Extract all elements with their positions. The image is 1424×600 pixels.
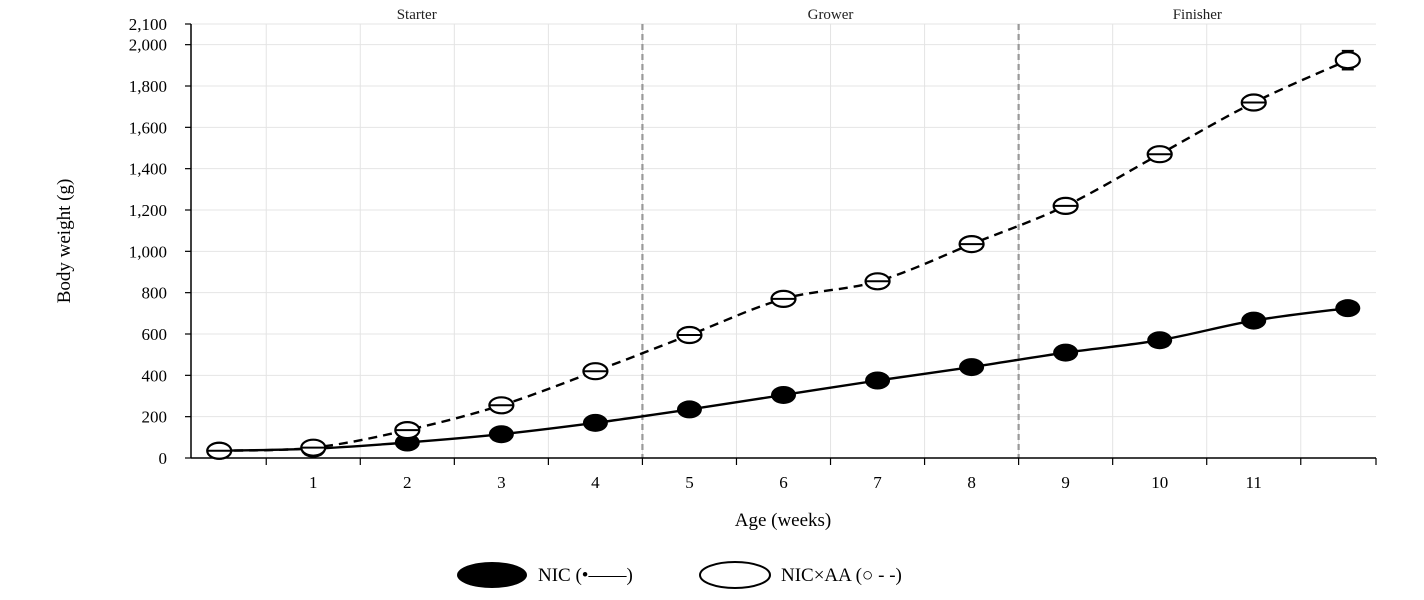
phase-dividers: Starter Grower Finisher [397,7,1222,458]
legend-item-nic-aa: NIC×AA (○ - -) [699,561,902,589]
y-tick-label: 400 [142,366,168,385]
x-tick-label: 3 [497,473,506,492]
series-line [219,306,1348,452]
series [206,49,1361,460]
axes [190,24,1376,459]
data-point [1334,51,1361,70]
series-nic [206,299,1361,460]
phase-label: Grower [808,7,854,23]
y-tick-label: 1,000 [129,242,167,261]
y-ticks: 0 200 400 600 800 1,000 1,200 1,400 1,600 1,800 2,… [129,15,191,468]
grid [191,23,1376,458]
legend-open-circle-icon [699,561,771,589]
data-point [959,358,985,377]
y-tick-label: 1,800 [129,77,167,96]
data-point [1147,331,1173,350]
y-tick-label: 1,600 [129,118,167,137]
legend-label-nic: NIC (•——) [538,565,633,586]
x-tick-label: 4 [591,473,600,492]
x-ticks: 1 2 3 4 5 6 7 8 9 10 11 [265,458,1377,492]
legend-filled-circle-icon [457,562,527,588]
y-axis-title: Body weight (g) [54,179,75,304]
x-tick-label: 10 [1151,473,1168,492]
y-tick-label: 2,100 [129,15,167,34]
legend-item-nic: NIC (•——) [457,562,633,588]
y-tick-label: 2,000 [129,36,167,55]
y-tick-label: 800 [142,284,168,303]
y-tick-label: 200 [142,408,168,427]
data-point [676,400,702,419]
y-tick-label: 600 [142,325,168,344]
y-tick-label: 1,400 [129,160,167,179]
x-tick-label: 2 [403,473,412,492]
x-tick-label: 8 [967,473,976,492]
phase-label: Starter [397,7,437,23]
x-tick-label: 6 [779,473,788,492]
legend-label-nic-aa: NIC×AA (○ - -) [781,565,902,586]
x-tick-label: 5 [685,473,694,492]
legend: NIC (•——) NIC×AA (○ - -) [457,561,902,589]
data-point [771,385,796,404]
data-point [1053,343,1079,362]
data-point [488,425,514,444]
y-tick-label: 0 [159,449,168,468]
x-axis-title: Age (weeks) [735,510,832,531]
x-tick-label: 1 [309,473,318,492]
data-point [1335,299,1361,318]
data-point [865,371,891,390]
data-point [582,413,608,432]
x-tick-label: 11 [1246,473,1262,492]
x-tick-label: 7 [873,473,882,492]
phase-label: Finisher [1173,7,1222,23]
data-point [1241,311,1267,330]
x-tick-label: 9 [1061,473,1070,492]
y-tick-label: 1,200 [129,201,167,220]
series-nic-aa [206,49,1361,460]
